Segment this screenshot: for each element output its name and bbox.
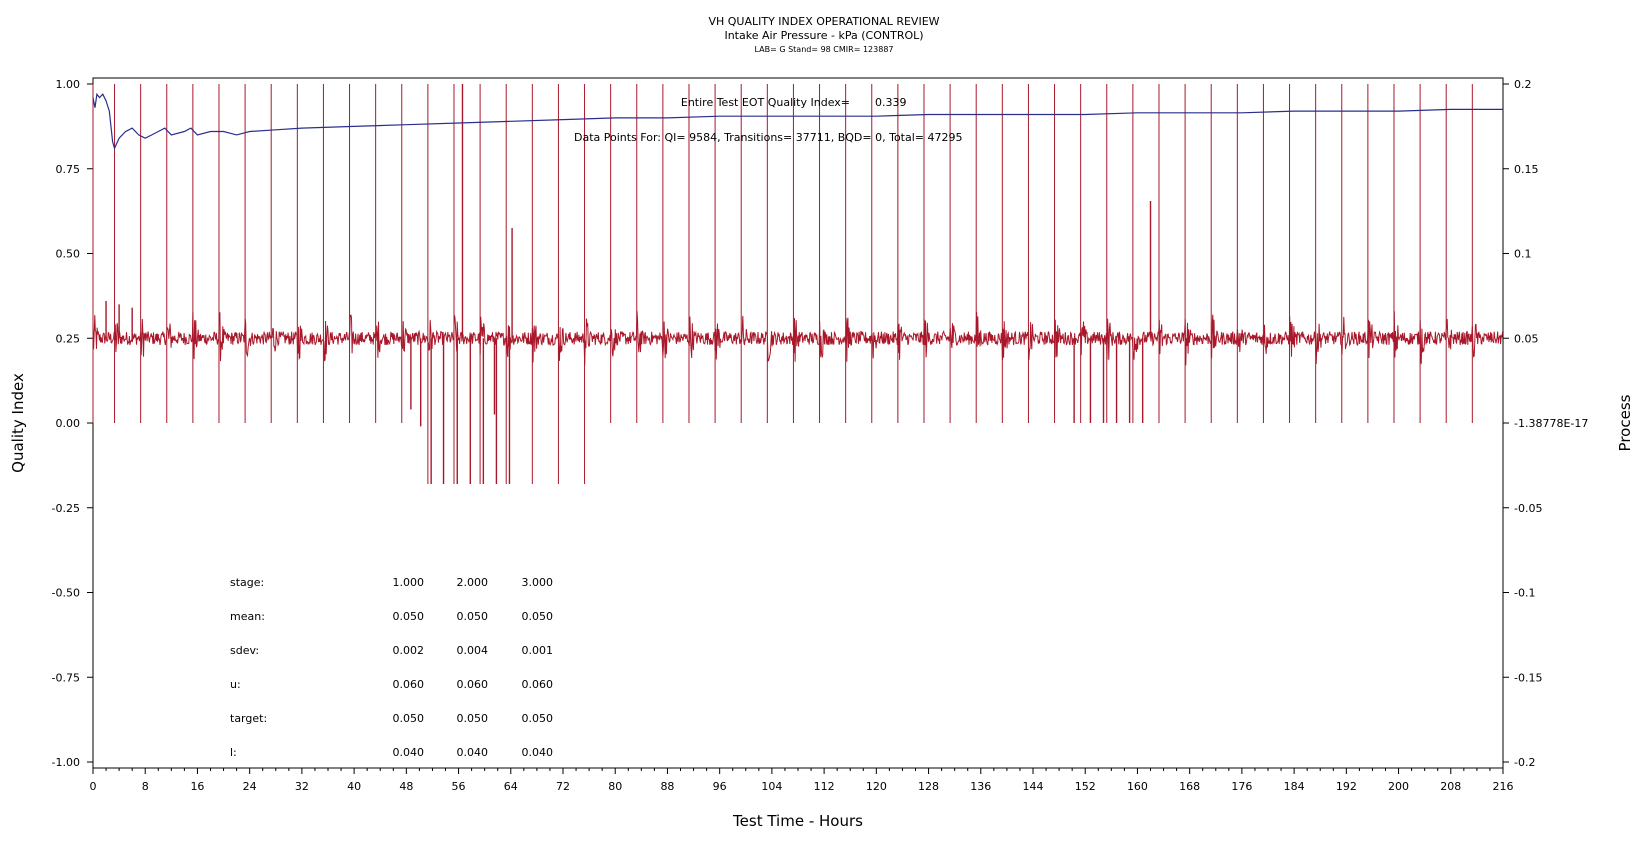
stats-cell: 1.000 <box>393 576 425 589</box>
stats-row-label: target: <box>230 712 267 725</box>
quality-index-line <box>92 92 1503 151</box>
stats-cell: 0.060 <box>457 678 489 691</box>
y-left-tick-label: -0.75 <box>52 671 80 684</box>
stats-row-label: sdev: <box>230 644 259 657</box>
x-tick-label: 80 <box>608 780 622 793</box>
x-tick-label: 72 <box>556 780 570 793</box>
process-trace <box>92 310 1504 366</box>
y-right-tick-label: -0.05 <box>1514 502 1542 515</box>
x-tick-label: 200 <box>1388 780 1409 793</box>
y-right-tick-label: -0.15 <box>1514 671 1542 684</box>
y-right-tick-label: -0.1 <box>1514 587 1535 600</box>
y-left-tick-label: -1.00 <box>52 756 80 769</box>
x-tick-label: 176 <box>1231 780 1252 793</box>
stats-cell: 0.050 <box>522 712 554 725</box>
x-tick-label: 16 <box>190 780 204 793</box>
chart-title: VH QUALITY INDEX OPERATIONAL REVIEW <box>708 15 939 28</box>
stats-cell: 0.004 <box>457 644 489 657</box>
stats-cell: 3.000 <box>522 576 554 589</box>
x-tick-label: 8 <box>142 780 149 793</box>
y-right-tick-label: -0.2 <box>1514 756 1535 769</box>
y-right-tick-label: 0.2 <box>1514 78 1532 91</box>
y-right-tick-label: 0.1 <box>1514 248 1532 261</box>
stats-row-label: mean: <box>230 610 265 623</box>
x-tick-label: 56 <box>452 780 466 793</box>
x-axis-label: Test Time - Hours <box>732 812 863 830</box>
x-tick-label: 112 <box>814 780 835 793</box>
x-tick-label: 160 <box>1127 780 1148 793</box>
stats-table: stage: 1.000 2.000 3.000 mean: 0.050 0.050 0.05… <box>230 576 553 759</box>
chart-subtitle: Intake Air Pressure - kPa (CONTROL) <box>724 29 923 42</box>
stats-cell: 0.001 <box>522 644 554 657</box>
stats-cell: 0.050 <box>457 610 489 623</box>
y-left-tick-label: 1.00 <box>56 78 81 91</box>
x-tick-label: 184 <box>1284 780 1305 793</box>
series-quality-index <box>92 92 1503 151</box>
x-tick-label: 120 <box>866 780 887 793</box>
x-tick-label: 88 <box>660 780 674 793</box>
x-tick-label: 144 <box>1023 780 1044 793</box>
y-axis-left-label: Quality Index <box>9 373 27 473</box>
y-right-tick-label: 0.05 <box>1514 332 1539 345</box>
stats-cell: 2.000 <box>457 576 489 589</box>
y-left-tick-label: 0.25 <box>56 332 81 345</box>
stats-row-label: stage: <box>230 576 264 589</box>
y-axis-right-label: Process <box>1616 394 1634 451</box>
x-tick-label: 32 <box>295 780 309 793</box>
y-left-tick-label: 0.75 <box>56 163 81 176</box>
x-tick-label: 192 <box>1336 780 1357 793</box>
chart-subtitle-2: LAB= G Stand= 98 CMIR= 123887 <box>754 45 893 54</box>
data-points-summary: Data Points For: QI= 9584, Transitions= … <box>574 131 963 144</box>
x-tick-label: 24 <box>243 780 257 793</box>
x-tick-label: 216 <box>1493 780 1514 793</box>
x-tick-label: 136 <box>970 780 991 793</box>
y-left-tick-label: 0.00 <box>56 417 81 430</box>
stats-cell: 0.040 <box>457 746 489 759</box>
x-tick-label: 96 <box>713 780 727 793</box>
stats-cell: 0.050 <box>522 610 554 623</box>
x-tick-label: 208 <box>1440 780 1461 793</box>
y-left-tick-label: -0.25 <box>52 502 80 515</box>
stats-row-label: u: <box>230 678 241 691</box>
stats-cell: 0.060 <box>522 678 554 691</box>
x-tick-label: 152 <box>1075 780 1096 793</box>
eot-quality-index-label: Entire Test EOT Quality Index= <box>681 96 850 109</box>
y-right-tick-label: 0.15 <box>1514 163 1539 176</box>
x-tick-label: 40 <box>347 780 361 793</box>
x-axis-ticks: 0 8 16 24 32 40 48 56 64 72 80 88 96 104 112 120 128 136 1… <box>90 768 1514 793</box>
stats-cell: 0.050 <box>393 610 425 623</box>
x-tick-label: 104 <box>761 780 782 793</box>
y-right-tick-label: -1.38778E-17 <box>1514 417 1588 430</box>
x-tick-label: 48 <box>399 780 413 793</box>
x-tick-label: 0 <box>90 780 97 793</box>
y-axis-left-ticks: 1.00 0.75 0.50 0.25 0.00 -0.25 -0.50 -0.75 -1.00 <box>52 78 93 769</box>
stats-cell: 0.040 <box>393 746 425 759</box>
plot-frame <box>92 77 1504 769</box>
stats-row-label: l: <box>230 746 237 759</box>
x-tick-label: 128 <box>918 780 939 793</box>
stats-cell: 0.002 <box>393 644 425 657</box>
stats-cell: 0.050 <box>457 712 489 725</box>
stats-cell: 0.040 <box>522 746 554 759</box>
eot-quality-index-value: 0.339 <box>875 96 907 109</box>
x-tick-label: 64 <box>504 780 518 793</box>
stats-cell: 0.050 <box>393 712 425 725</box>
series-process <box>92 84 1504 485</box>
y-axis-right-ticks: 0.2 0.15 0.1 0.05 -1.38778E-17 -0.05 -0.1 -0.15… <box>1503 78 1588 769</box>
x-tick-label: 168 <box>1179 780 1200 793</box>
y-left-tick-label: 0.50 <box>56 248 81 261</box>
stats-cell: 0.060 <box>393 678 425 691</box>
y-left-tick-label: -0.50 <box>52 587 80 600</box>
